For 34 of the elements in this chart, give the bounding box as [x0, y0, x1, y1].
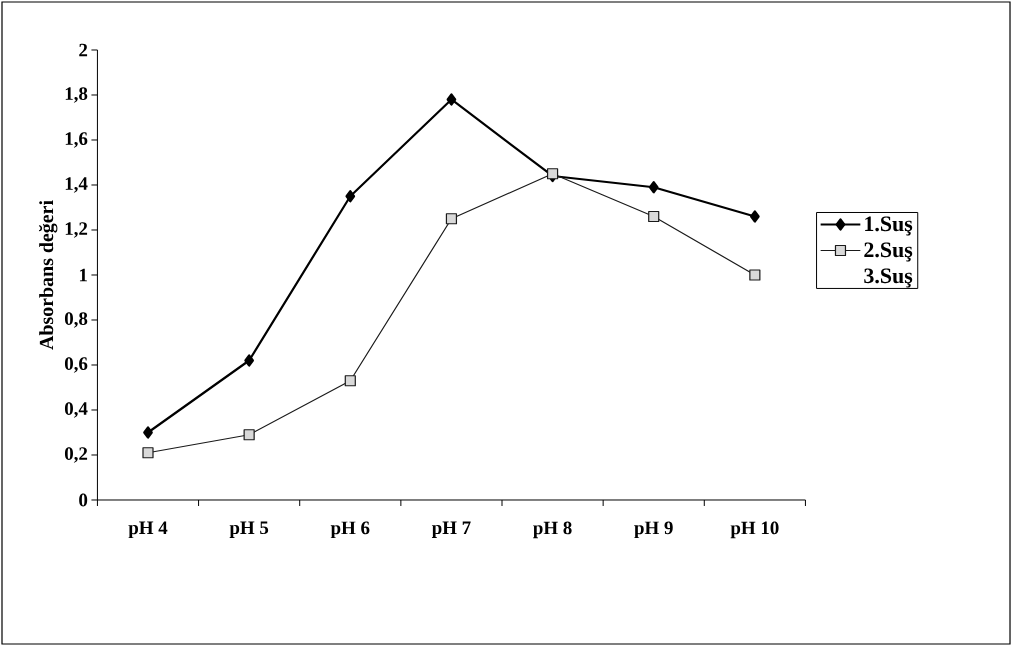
- point: [244, 354, 254, 367]
- y-tick-label: 0,8: [64, 312, 88, 328]
- point: [749, 269, 761, 281]
- point: [445, 213, 458, 225]
- point: [648, 210, 660, 223]
- y-axis-title: Absorbans değeri: [38, 200, 58, 350]
- point: [446, 93, 457, 106]
- y-tick-label: 1,2: [65, 222, 88, 238]
- y-tick-label: 1,6: [65, 132, 88, 148]
- point: [648, 181, 659, 194]
- y-tick-label: 1,4: [65, 177, 88, 193]
- point: [142, 447, 154, 459]
- x-tick-label: pH 7: [431, 521, 471, 538]
- y-tick-label: 0,2: [64, 447, 88, 463]
- y-tick-label: 0,4: [64, 402, 88, 418]
- point: [143, 426, 153, 439]
- x-tick-label: pH 5: [229, 521, 269, 538]
- point: [345, 190, 356, 203]
- x-tick-label: pH 9: [634, 521, 673, 539]
- y-tick-label: 0: [79, 493, 88, 507]
- point: [344, 375, 356, 387]
- y-tick-label: 1: [79, 268, 87, 282]
- x-tick-label: pH 4: [128, 521, 168, 539]
- y-tick-label: 0,6: [64, 357, 88, 373]
- x-tick-label: pH 8: [533, 521, 572, 539]
- legend-label: 2.Suş: [864, 242, 913, 262]
- point: [243, 429, 255, 441]
- x-tick-label: pH 10: [730, 521, 779, 539]
- x-tick-label: pH 6: [330, 521, 370, 539]
- point: [750, 210, 760, 223]
- y-tick-label: 1,8: [65, 87, 88, 103]
- y-tick-label: 2: [79, 43, 88, 57]
- text: 3.Suş: [864, 268, 913, 288]
- legend-label: 1.Suş: [865, 216, 913, 236]
